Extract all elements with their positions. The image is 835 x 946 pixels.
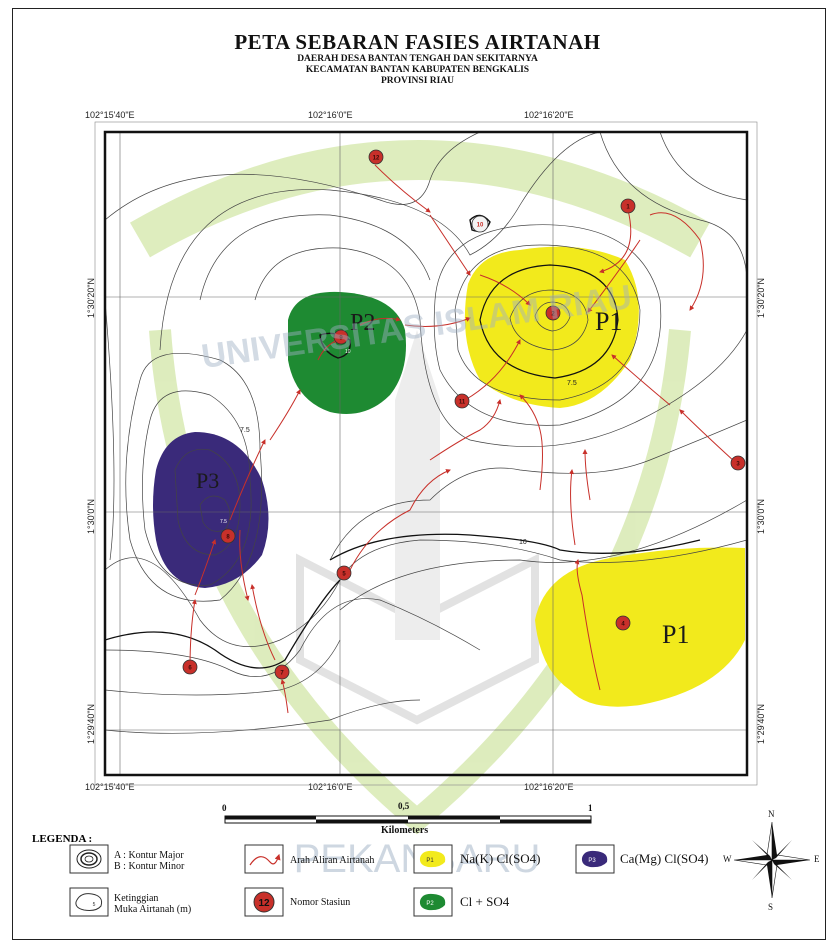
map-subtitle-1: DAERAH DESA BANTAN TENGAH DAN SEKITARNYA xyxy=(297,54,538,64)
station-marker xyxy=(471,215,489,233)
legend-p1-box: P1 xyxy=(426,858,434,864)
map-frame xyxy=(12,8,826,940)
grid-lines xyxy=(105,132,747,775)
station-number: 12 xyxy=(373,156,380,162)
label-p2: P2 xyxy=(350,310,375,336)
coord-top-1: 102°15'40"E xyxy=(85,110,135,120)
contour-label-10: 10 xyxy=(519,539,527,546)
major-contour-10 xyxy=(329,533,701,561)
legend-contour-b: B : Kontur Minor xyxy=(114,861,185,872)
coord-bottom-1: 102°15'40"E xyxy=(85,782,135,792)
label-p1-lower: P1 xyxy=(662,620,689,649)
legend-elevation-1: Ketinggian xyxy=(114,893,159,904)
contour-lines xyxy=(105,132,747,734)
station-marker xyxy=(454,393,470,409)
facies-p1-upper xyxy=(464,246,639,408)
coord-top-3: 102°16'20"E xyxy=(524,110,574,120)
station-marker xyxy=(333,329,349,345)
coord-bottom-2: 102°16'0"E xyxy=(308,782,353,792)
legend-p3-box: P3 xyxy=(588,858,596,864)
legend-p1-text: Na(K) Cl(SO4) xyxy=(460,851,541,866)
station-marker xyxy=(368,149,384,165)
compass-e: E xyxy=(814,854,820,864)
map-subtitle-2: KECAMATAN BANTAN KABUPATEN BENGKALIS xyxy=(305,65,530,75)
label-p3: P3 xyxy=(196,468,219,493)
legend-station-sample: 12 xyxy=(258,898,270,909)
scale-end: 1 xyxy=(588,803,593,813)
station-marker xyxy=(615,615,631,631)
scale-bar xyxy=(224,815,592,824)
station-marker xyxy=(336,565,352,581)
contour-label-p2: 10 xyxy=(345,349,351,355)
station-marker xyxy=(545,305,561,321)
scale-mid: 0,5 xyxy=(398,801,410,811)
station-number: 7 xyxy=(280,671,284,677)
compass-s: S xyxy=(768,902,774,912)
legend-elevation-2: Muka Airtanah (m) xyxy=(114,904,192,915)
station-number: 5 xyxy=(342,572,346,578)
compass-n: N xyxy=(768,809,775,819)
map-title: PETA SEBARAN FASIES AIRTANAH xyxy=(234,30,601,54)
facies-p1-lower xyxy=(535,547,745,707)
compass-rose-icon xyxy=(733,821,811,899)
coord-bottom-3: 102°16'20"E xyxy=(524,782,574,792)
map-border xyxy=(103,130,749,777)
station-number: 3 xyxy=(736,462,740,468)
station-number: 2 xyxy=(551,312,555,318)
station-number: 11 xyxy=(459,400,466,406)
station-marker xyxy=(274,664,290,680)
legend-flow: Arah Aliran Airtanah xyxy=(290,855,375,866)
station-marker xyxy=(730,455,746,471)
legend-p3-text: Ca(Mg) Cl(SO4) xyxy=(620,851,709,866)
station-marker xyxy=(220,528,236,544)
map-subtitle-3: PROVINSI RIAU xyxy=(380,76,455,86)
station-number: 10 xyxy=(477,223,484,229)
station-number: 4 xyxy=(621,622,625,628)
major-contour-lower xyxy=(105,579,341,669)
legend-p2-text: Cl + SO4 xyxy=(460,894,510,909)
map-outer-border xyxy=(94,121,758,786)
coord-top-2: 102°16'0"E xyxy=(308,110,353,120)
station-marker xyxy=(620,198,636,214)
legend-station: Nomor Stasiun xyxy=(290,897,351,908)
legend-icons xyxy=(69,844,615,917)
contour-label-75: 7.5 xyxy=(240,427,250,434)
legend-title: LEGENDA : xyxy=(32,833,93,845)
contour-label-p1: 7.5 xyxy=(567,380,577,387)
scale-start: 0 xyxy=(222,803,227,813)
station-number: 1 xyxy=(626,205,630,211)
station-marker xyxy=(182,659,198,675)
label-p1-upper: P1 xyxy=(595,307,622,336)
station-number: 6 xyxy=(188,666,192,672)
legend-elev-sample: 5 xyxy=(93,902,96,908)
scale-unit: Kilometers xyxy=(381,825,429,836)
legend-contour-a: A : Kontur Major xyxy=(114,850,184,861)
contour-label-p3: 7.5 xyxy=(220,519,227,525)
legend-p2-box: P2 xyxy=(426,901,434,907)
station-number: 9 xyxy=(339,336,343,342)
station-number: 8 xyxy=(226,535,230,541)
compass-w: W xyxy=(723,854,732,864)
